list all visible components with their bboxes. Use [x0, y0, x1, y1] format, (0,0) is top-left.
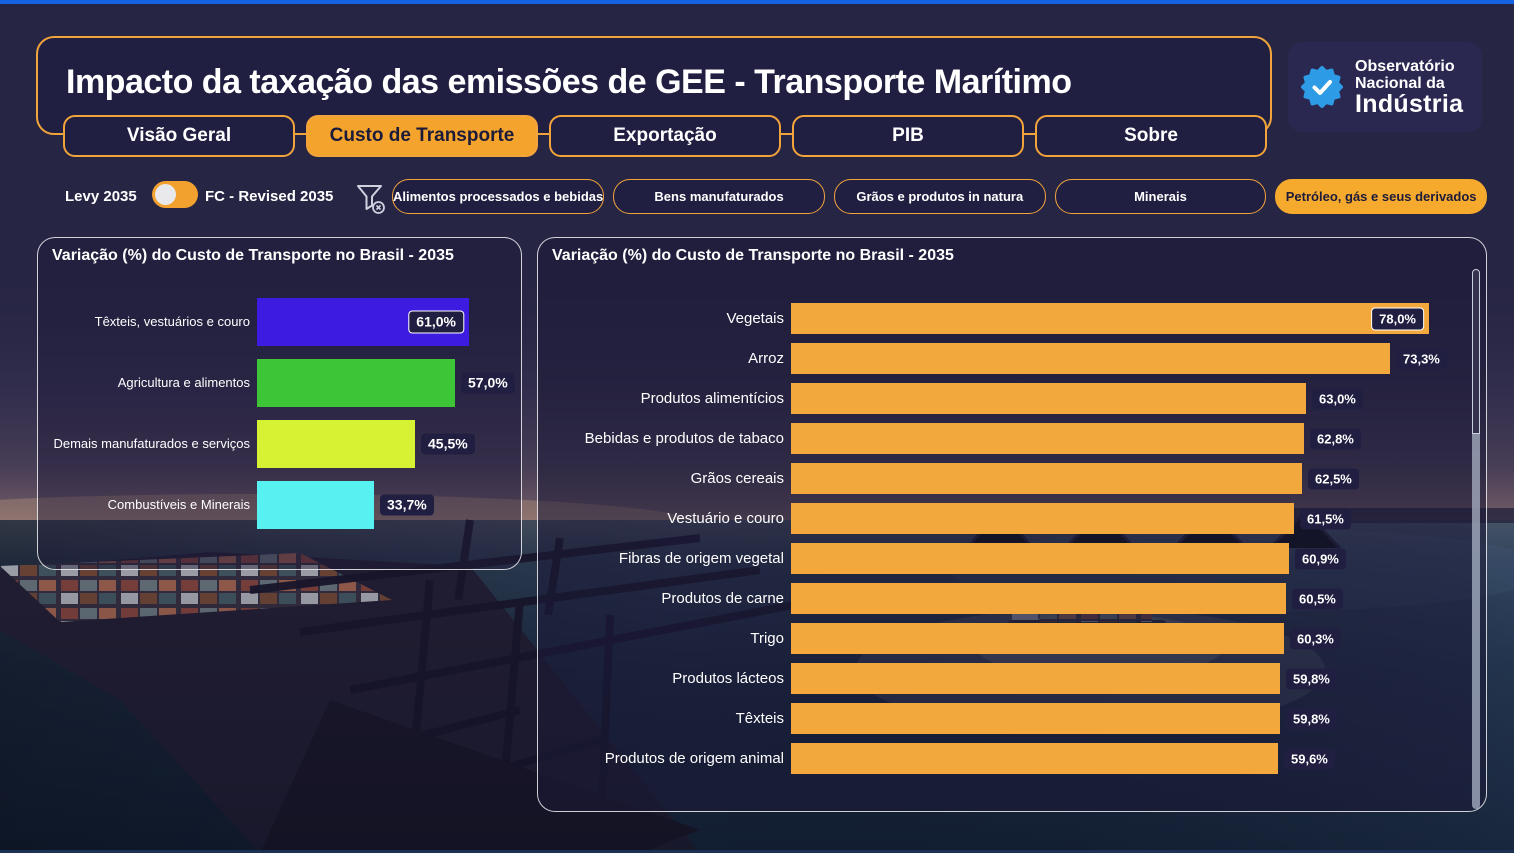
bar-vegetais[interactable] [791, 303, 1429, 334]
bar-row-produtos-lacteos: Produtos lácteos 59,8% [538, 663, 1486, 694]
right-chart-plot: Vegetais 78,0% Arroz 73,3% Produtos alimentí… [538, 238, 1486, 811]
logo-line-2: Nacional da [1355, 74, 1445, 92]
funnel-clear-icon[interactable] [352, 179, 388, 217]
filter-chip-alimentos-processados-e-bebidas[interactable]: Alimentos processados e bebidas [392, 179, 605, 214]
bar-value-label: 60,5% [1292, 588, 1343, 609]
bar-value-label: 45,5% [421, 433, 475, 455]
bar-value-label: 73,3% [1396, 348, 1447, 369]
bar-texteis[interactable] [791, 703, 1280, 734]
bar-category-label: Produtos alimentícios [640, 390, 784, 407]
bar-row-trigo: Trigo 60,3% [538, 623, 1486, 654]
bar-row-produtos-de-origem-animal: Produtos de origem animal 59,6% [538, 743, 1486, 774]
bar-graos-cereais[interactable] [791, 463, 1302, 494]
logo-panel: Observatório Nacional da Indústria [1288, 42, 1482, 132]
bar-produtos-alimenticios[interactable] [791, 383, 1306, 414]
bar-row-graos-cereais: Grãos cereais 62,5% [538, 463, 1486, 494]
bar-category-label: Vestuário e couro [667, 510, 784, 527]
bar-value-label: 60,9% [1295, 548, 1346, 569]
bar-value-label: 61,0% [408, 310, 464, 334]
bar-produtos-de-carne[interactable] [791, 583, 1286, 614]
filter-chip-graos-e-produtos-in-natura[interactable]: Grãos e produtos in natura [833, 179, 1046, 214]
bar-row-texteis: Têxteis 59,8% [538, 703, 1486, 734]
bar-value-label: 33,7% [380, 494, 434, 516]
bar-category-label: Demais manufaturados e serviços [53, 436, 250, 451]
bottom-edge-strip [0, 850, 1514, 853]
toggle-left-label: Levy 2035 [65, 188, 137, 205]
tab-custo-de-transporte[interactable]: Custo de Transporte [306, 115, 538, 157]
bar-category-label: Arroz [748, 350, 784, 367]
right-chart-panel: Variação (%) do Custo de Transporte no B… [537, 237, 1487, 812]
tab-exportacao[interactable]: Exportação [549, 115, 781, 157]
bar-category-label: Produtos de carne [661, 590, 784, 607]
logo-line-1: Observatório [1355, 57, 1455, 75]
bar-produtos-de-origem-animal[interactable] [791, 743, 1278, 774]
bar-category-label: Combustíveis e Minerais [107, 497, 250, 512]
bar-value-label: 61,5% [1300, 508, 1351, 529]
bar-category-label: Produtos de origem animal [604, 750, 784, 767]
verified-badge-icon [1301, 66, 1343, 108]
bar-value-label: 62,8% [1310, 428, 1361, 449]
bar-bebidas-e-produtos-de-tabaco[interactable] [791, 423, 1304, 454]
left-chart-plot: Têxteis, vestuários e couro 61,0% Agricult… [38, 238, 521, 569]
tab-bar: Visão Geral Custo de Transporte Exportação… [63, 115, 1267, 157]
bar-row-texteis-vestuarios-e-couro: Têxteis, vestuários e couro 61,0% [38, 298, 521, 346]
scenario-toggle[interactable] [152, 181, 198, 208]
bar-value-label: 63,0% [1312, 388, 1363, 409]
bar-category-label: Bebidas e produtos de tabaco [584, 430, 784, 447]
bar-row-arroz: Arroz 73,3% [538, 343, 1486, 374]
bar-fibras-de-origem-vegetal[interactable] [791, 543, 1289, 574]
bar-trigo[interactable] [791, 623, 1284, 654]
bar-category-label: Têxteis, vestuários e couro [94, 314, 250, 329]
toggle-knob[interactable] [155, 184, 176, 205]
bar-row-produtos-de-carne: Produtos de carne 60,5% [538, 583, 1486, 614]
left-chart-panel: Variação (%) do Custo de Transporte no B… [37, 237, 522, 570]
bar-value-label: 59,8% [1286, 708, 1337, 729]
filter-chip-bens-manufaturados[interactable]: Bens manufaturados [613, 179, 825, 214]
filter-chip-petroleo-gas-e-seus-derivados[interactable]: Petróleo, gás e seus derivados [1275, 179, 1487, 214]
bar-row-agricultura-e-alimentos: Agricultura e alimentos 57,0% [38, 359, 521, 407]
left-chart-title: Variação (%) do Custo de Transporte no B… [52, 247, 454, 264]
bar-category-label: Grãos cereais [690, 470, 784, 487]
bar-demais-manufaturados-e-servicos[interactable] [257, 420, 415, 468]
tab-sobre[interactable]: Sobre [1035, 115, 1267, 157]
page-title: Impacto da taxação das emissões de GEE -… [66, 63, 1072, 101]
logo-line-3: Indústria [1355, 89, 1464, 118]
bar-combustiveis-e-minerais[interactable] [257, 481, 374, 529]
right-chart-title: Variação (%) do Custo de Transporte no B… [552, 247, 954, 264]
bar-row-produtos-alimenticios: Produtos alimentícios 63,0% [538, 383, 1486, 414]
right-chart-scrollbar[interactable] [1472, 269, 1480, 809]
bar-agricultura-e-alimentos[interactable] [257, 359, 455, 407]
bar-vestuario-e-couro[interactable] [791, 503, 1294, 534]
top-edge-strip [0, 0, 1514, 4]
tab-pib[interactable]: PIB [792, 115, 1024, 157]
bar-row-combustiveis-e-minerais: Combustíveis e Minerais 33,7% [38, 481, 521, 529]
bar-category-label: Produtos lácteos [672, 670, 784, 687]
bar-row-demais-manufaturados-e-servicos: Demais manufaturados e serviços 45,5% [38, 420, 521, 468]
bar-category-label: Vegetais [726, 310, 784, 327]
filter-bar: Alimentos processados e bebidas Bens manu… [392, 179, 1487, 214]
bar-category-label: Agricultura e alimentos [117, 375, 250, 390]
scrollbar-thumb[interactable] [1472, 269, 1480, 434]
bar-row-vestuario-e-couro: Vestuário e couro 61,5% [538, 503, 1486, 534]
bar-row-vegetais: Vegetais 78,0% [538, 303, 1486, 334]
filter-chip-minerais[interactable]: Minerais [1054, 179, 1267, 214]
scrollbar-track[interactable] [1472, 434, 1480, 809]
bar-value-label: 62,5% [1308, 468, 1359, 489]
bar-row-bebidas-e-produtos-de-tabaco: Bebidas e produtos de tabaco 62,8% [538, 423, 1486, 454]
bar-category-label: Trigo [750, 630, 784, 647]
bar-value-label: 57,0% [461, 372, 515, 394]
bar-produtos-lacteos[interactable] [791, 663, 1280, 694]
logo-text: Observatório Nacional da Indústria [1355, 58, 1463, 117]
bar-category-label: Têxteis [735, 710, 784, 727]
bar-category-label: Fibras de origem vegetal [618, 550, 784, 567]
tab-visao-geral[interactable]: Visão Geral [63, 115, 295, 157]
toggle-right-label: FC - Revised 2035 [205, 188, 334, 205]
bar-value-label: 59,8% [1286, 668, 1337, 689]
bar-value-label: 78,0% [1371, 307, 1424, 330]
bar-row-fibras-de-origem-vegetal: Fibras de origem vegetal 60,9% [538, 543, 1486, 574]
bar-value-label: 59,6% [1284, 748, 1335, 769]
bar-value-label: 60,3% [1290, 628, 1341, 649]
bar-arroz[interactable] [791, 343, 1390, 374]
